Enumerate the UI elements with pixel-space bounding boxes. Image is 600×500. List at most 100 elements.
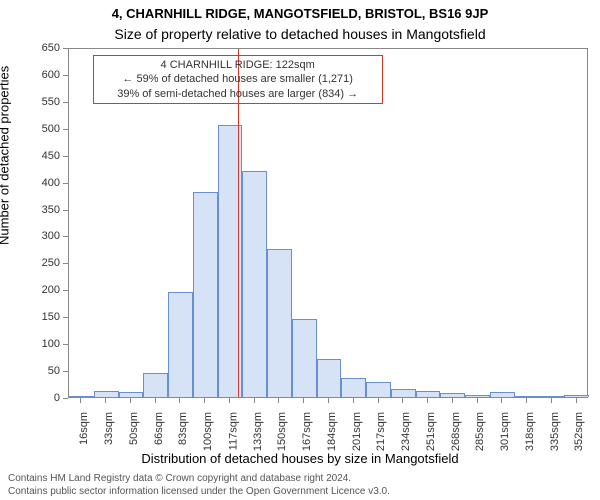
x-tick-mark xyxy=(155,398,156,403)
x-tick-label: 117sqm xyxy=(227,412,239,450)
x-tick-label: 184sqm xyxy=(326,412,338,451)
y-tick-label: 50 xyxy=(48,365,60,377)
x-tick-mark xyxy=(105,398,106,403)
y-tick-mark xyxy=(63,48,68,49)
x-tick-mark xyxy=(551,398,552,403)
chart-title: Size of property relative to detached ho… xyxy=(0,26,600,42)
x-tick-mark xyxy=(477,398,478,403)
plot-area: 4 CHARNHILL RIDGE: 122sqm← 59% of detach… xyxy=(68,48,588,398)
x-tick-mark xyxy=(303,398,304,403)
histogram-bar xyxy=(440,393,465,397)
histogram-bar xyxy=(317,359,342,397)
y-tick-label: 350 xyxy=(42,204,60,216)
x-tick-mark xyxy=(204,398,205,403)
x-tick-label: 201sqm xyxy=(351,412,363,451)
histogram-bar xyxy=(465,395,490,397)
histogram-bar xyxy=(119,392,144,397)
y-tick-mark xyxy=(63,398,68,399)
y-tick-mark xyxy=(63,156,68,157)
x-tick-mark xyxy=(452,398,453,403)
histogram-bar xyxy=(490,392,515,397)
histogram-bar xyxy=(193,192,218,397)
x-tick-label: 251sqm xyxy=(425,412,437,451)
histogram-bar xyxy=(539,396,564,397)
histogram-bar xyxy=(94,391,119,397)
x-tick-label: 66sqm xyxy=(153,412,165,445)
y-tick-label: 300 xyxy=(42,230,60,242)
x-tick-label: 83sqm xyxy=(177,412,189,445)
y-tick-mark xyxy=(63,183,68,184)
y-tick-label: 100 xyxy=(42,338,60,350)
histogram-bar xyxy=(242,171,267,397)
x-tick-mark xyxy=(526,398,527,403)
y-tick-mark xyxy=(63,263,68,264)
x-tick-label: 50sqm xyxy=(128,412,140,445)
y-tick-mark xyxy=(63,344,68,345)
x-tick-label: 335sqm xyxy=(549,412,561,451)
x-tick-label: 150sqm xyxy=(276,412,288,451)
x-tick-mark xyxy=(278,398,279,403)
y-tick-label: 250 xyxy=(42,257,60,269)
y-tick-label: 600 xyxy=(42,69,60,81)
y-tick-label: 200 xyxy=(42,284,60,296)
histogram-bar xyxy=(341,378,366,397)
annotation-line: 39% of semi-detached houses are larger (… xyxy=(98,87,378,101)
x-tick-mark xyxy=(80,398,81,403)
annotation-line: ← 59% of detached houses are smaller (1,… xyxy=(98,72,378,86)
x-tick-label: 301sqm xyxy=(499,412,511,451)
histogram-bar xyxy=(143,373,168,397)
y-tick-label: 550 xyxy=(42,96,60,108)
histogram-bar xyxy=(267,249,292,397)
annotation-line: 4 CHARNHILL RIDGE: 122sqm xyxy=(98,58,378,72)
y-tick-label: 150 xyxy=(42,311,60,323)
annotation-box: 4 CHARNHILL RIDGE: 122sqm← 59% of detach… xyxy=(93,55,383,104)
footer-line-1: Contains HM Land Registry data © Crown c… xyxy=(8,473,390,486)
histogram-bar xyxy=(168,292,193,397)
y-tick-mark xyxy=(63,290,68,291)
histogram-bar xyxy=(292,319,317,397)
x-tick-label: 133sqm xyxy=(252,412,264,451)
x-tick-mark xyxy=(378,398,379,403)
x-tick-mark xyxy=(576,398,577,403)
histogram-bar xyxy=(391,389,416,397)
x-tick-mark xyxy=(402,398,403,403)
x-tick-label: 352sqm xyxy=(574,412,586,451)
x-tick-label: 217sqm xyxy=(376,412,388,451)
x-tick-mark xyxy=(353,398,354,403)
y-tick-mark xyxy=(63,102,68,103)
x-tick-label: 234sqm xyxy=(400,412,412,451)
y-tick-mark xyxy=(63,371,68,372)
x-tick-label: 268sqm xyxy=(450,412,462,451)
chart-supertitle: 4, CHARNHILL RIDGE, MANGOTSFIELD, BRISTO… xyxy=(0,6,600,21)
x-tick-mark xyxy=(254,398,255,403)
histogram-bar xyxy=(515,396,540,397)
histogram-bar xyxy=(366,382,391,397)
x-tick-label: 33sqm xyxy=(103,412,115,445)
y-tick-label: 650 xyxy=(42,42,60,54)
y-tick-label: 400 xyxy=(42,177,60,189)
y-tick-mark xyxy=(63,317,68,318)
y-tick-mark xyxy=(63,129,68,130)
histogram-bar xyxy=(564,395,589,397)
x-tick-mark xyxy=(179,398,180,403)
x-tick-label: 285sqm xyxy=(475,412,487,451)
histogram-bar xyxy=(416,391,441,397)
chart-container: 4, CHARNHILL RIDGE, MANGOTSFIELD, BRISTO… xyxy=(0,0,600,500)
y-tick-mark xyxy=(63,210,68,211)
x-tick-label: 318sqm xyxy=(524,412,536,451)
footer-attribution: Contains HM Land Registry data © Crown c… xyxy=(8,473,390,498)
y-tick-label: 450 xyxy=(42,150,60,162)
x-tick-mark xyxy=(501,398,502,403)
x-tick-label: 167sqm xyxy=(301,412,313,451)
x-tick-mark xyxy=(130,398,131,403)
y-tick-mark xyxy=(63,75,68,76)
y-tick-label: 500 xyxy=(42,123,60,135)
x-tick-label: 100sqm xyxy=(202,412,214,451)
x-tick-mark xyxy=(229,398,230,403)
x-tick-mark xyxy=(328,398,329,403)
x-tick-label: 16sqm xyxy=(78,412,90,445)
footer-line-2: Contains public sector information licen… xyxy=(8,486,390,499)
y-tick-mark xyxy=(63,236,68,237)
x-tick-mark xyxy=(427,398,428,403)
y-axis-label: Number of detached properties xyxy=(0,66,12,245)
